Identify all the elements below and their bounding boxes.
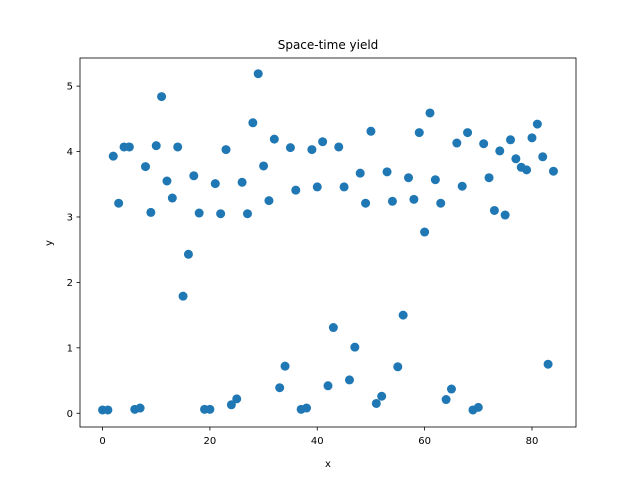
data-point bbox=[108, 151, 118, 161]
data-point bbox=[344, 375, 354, 385]
data-point bbox=[409, 194, 419, 204]
y-tick-label: 3 bbox=[67, 212, 73, 223]
data-point bbox=[404, 173, 414, 183]
data-points bbox=[98, 69, 558, 415]
data-point bbox=[189, 171, 199, 181]
y-axis-label: y bbox=[44, 240, 55, 246]
data-point bbox=[221, 145, 231, 155]
y-tick-label: 2 bbox=[67, 278, 73, 289]
data-point bbox=[495, 146, 505, 156]
data-point bbox=[178, 291, 188, 301]
data-point bbox=[484, 173, 494, 183]
data-point bbox=[366, 126, 376, 136]
data-point bbox=[307, 145, 317, 155]
data-point bbox=[430, 175, 440, 185]
data-point bbox=[479, 139, 489, 149]
y-axis-ticks: 0 1 2 3 4 5 bbox=[67, 82, 80, 420]
data-point bbox=[457, 181, 467, 191]
data-point bbox=[548, 166, 558, 176]
data-point bbox=[511, 154, 521, 164]
data-point bbox=[114, 198, 124, 208]
y-tick-label: 4 bbox=[67, 147, 73, 158]
data-point bbox=[183, 249, 193, 259]
x-tick-label: 80 bbox=[526, 436, 539, 447]
data-point bbox=[242, 209, 252, 219]
data-point bbox=[506, 135, 516, 145]
x-tick-label: 60 bbox=[418, 436, 431, 447]
data-point bbox=[232, 394, 242, 404]
data-point bbox=[436, 198, 446, 208]
data-point bbox=[382, 167, 392, 177]
data-point bbox=[226, 400, 236, 410]
plot-frame bbox=[79, 57, 577, 428]
data-point bbox=[420, 227, 430, 237]
data-point bbox=[398, 310, 408, 320]
y-tick-label: 1 bbox=[67, 343, 73, 354]
data-point bbox=[264, 196, 274, 206]
data-point bbox=[205, 404, 215, 414]
data-point bbox=[538, 152, 548, 162]
data-point bbox=[532, 119, 542, 129]
data-point bbox=[135, 403, 145, 413]
data-point bbox=[210, 179, 220, 189]
data-point bbox=[237, 177, 247, 187]
data-point bbox=[157, 92, 167, 102]
data-point bbox=[216, 209, 226, 219]
data-point bbox=[248, 118, 258, 128]
data-point bbox=[452, 138, 462, 148]
data-point bbox=[312, 182, 322, 192]
data-point bbox=[124, 142, 134, 152]
data-point bbox=[318, 137, 328, 147]
data-point bbox=[302, 403, 312, 413]
x-axis-ticks: 0 20 40 60 80 bbox=[99, 427, 538, 447]
chart-title: Space-time yield bbox=[278, 38, 379, 52]
data-point bbox=[377, 391, 387, 401]
data-point bbox=[275, 383, 285, 393]
data-point bbox=[323, 381, 333, 391]
data-point bbox=[543, 359, 553, 369]
data-point bbox=[361, 198, 371, 208]
x-tick-label: 40 bbox=[311, 436, 324, 447]
data-point bbox=[500, 210, 510, 220]
data-point bbox=[522, 165, 532, 175]
data-point bbox=[527, 133, 537, 143]
data-point bbox=[350, 342, 360, 352]
data-point bbox=[194, 208, 204, 218]
data-point bbox=[425, 108, 435, 118]
data-point bbox=[371, 398, 381, 408]
data-point bbox=[167, 193, 177, 203]
data-point bbox=[103, 405, 113, 415]
data-point bbox=[146, 207, 156, 217]
data-point bbox=[269, 134, 279, 144]
x-tick-label: 20 bbox=[204, 436, 217, 447]
data-point bbox=[441, 395, 451, 405]
y-tick-label: 0 bbox=[67, 409, 73, 420]
data-point bbox=[285, 143, 295, 153]
data-point bbox=[414, 128, 424, 138]
data-point bbox=[173, 142, 183, 152]
data-point bbox=[489, 205, 499, 215]
data-point bbox=[151, 141, 161, 151]
data-point bbox=[280, 361, 290, 371]
data-point bbox=[291, 185, 301, 195]
data-point bbox=[259, 161, 269, 171]
y-tick-label: 5 bbox=[67, 82, 73, 93]
data-point bbox=[253, 69, 263, 79]
data-point bbox=[393, 362, 403, 372]
data-point bbox=[446, 384, 456, 394]
data-point bbox=[473, 402, 483, 412]
data-point bbox=[387, 196, 397, 206]
data-point bbox=[328, 323, 338, 333]
data-point bbox=[140, 162, 150, 172]
data-point bbox=[339, 182, 349, 192]
data-point bbox=[355, 168, 365, 178]
x-tick-label: 0 bbox=[99, 436, 105, 447]
x-axis-label: x bbox=[325, 459, 331, 470]
data-point bbox=[334, 142, 344, 152]
data-point bbox=[463, 128, 473, 138]
data-point bbox=[162, 176, 172, 186]
